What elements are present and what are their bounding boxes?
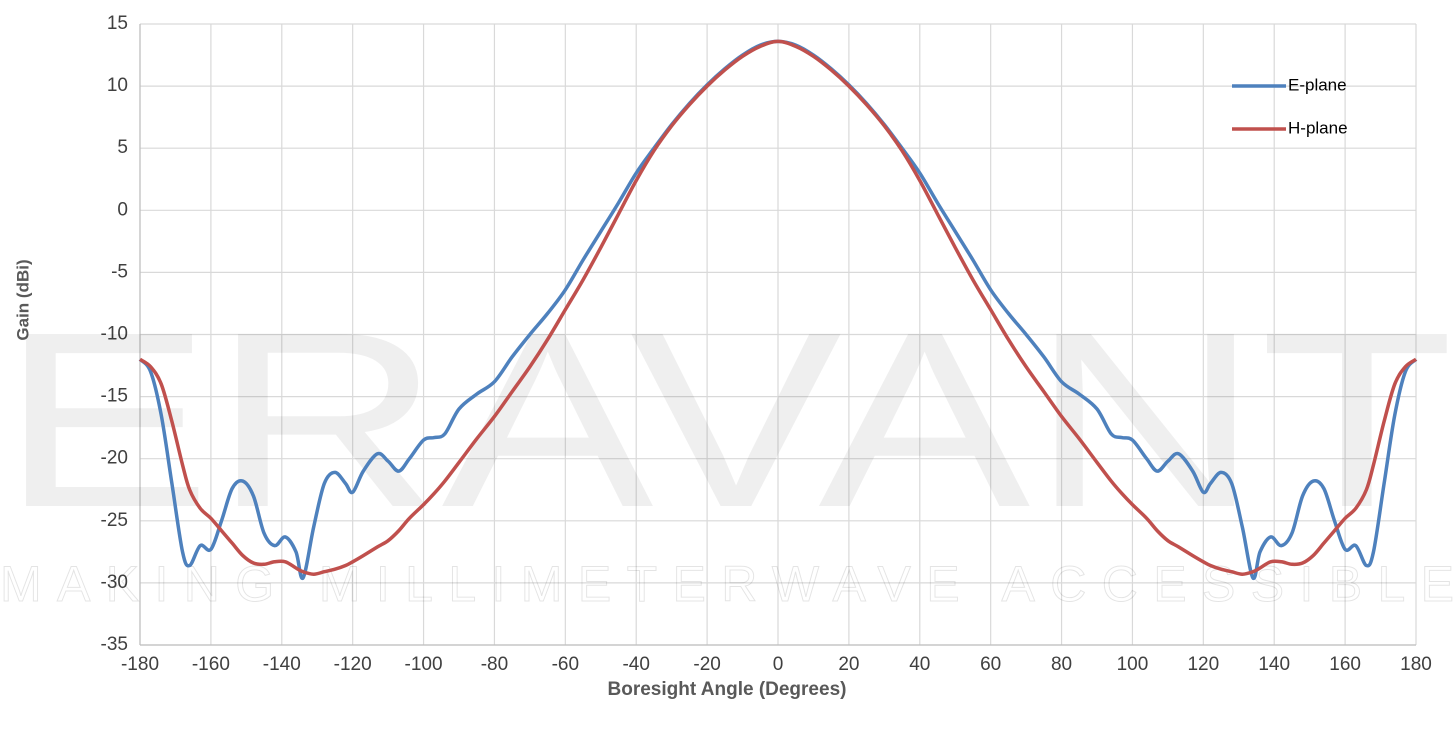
- x-tick-label: -20: [693, 654, 720, 675]
- y-tick-label: -35: [101, 634, 128, 655]
- y-tick-label: 0: [117, 199, 128, 220]
- x-tick-label: -140: [263, 654, 301, 675]
- x-tick-label: 180: [1400, 654, 1432, 675]
- y-tick-label: -25: [101, 510, 128, 531]
- y-tick-label: -10: [101, 324, 128, 345]
- x-tick-label: 160: [1329, 654, 1361, 675]
- x-tick-label: -120: [334, 654, 372, 675]
- y-tick-label: -20: [101, 448, 128, 469]
- x-tick-label: -60: [552, 654, 579, 675]
- y-tick-label: 15: [107, 13, 128, 34]
- y-tick-label: 10: [107, 75, 128, 96]
- x-tick-label: -40: [622, 654, 649, 675]
- y-tick-label: -30: [101, 572, 128, 593]
- x-tick-label: 120: [1187, 654, 1219, 675]
- series-line: [138, 39, 1418, 576]
- x-tick-label: -100: [405, 654, 443, 675]
- y-axis-label: Gain (dBi): [13, 259, 32, 340]
- watermark: ERAVANT: [0, 280, 1454, 559]
- x-tick-label: 20: [838, 654, 859, 675]
- y-tick-label: -5: [111, 261, 128, 282]
- x-tick-label: -180: [121, 654, 159, 675]
- x-tick-label: 100: [1117, 654, 1149, 675]
- legend-label: E-plane: [1288, 75, 1347, 94]
- x-tick-label: 140: [1258, 654, 1290, 675]
- x-tick-label: 0: [773, 654, 784, 675]
- y-tick-label: 5: [117, 137, 128, 158]
- x-axis-label: Boresight Angle (Degrees): [608, 679, 847, 700]
- y-tick-label: -15: [101, 386, 128, 407]
- x-tick-label: 80: [1051, 654, 1072, 675]
- x-tick-label: -160: [192, 654, 230, 675]
- legend-label: H-plane: [1288, 118, 1348, 137]
- watermark-tagline: MAKING MILLIMETERWAVE ACCESSIBLE: [0, 556, 1454, 612]
- x-tick-label: -80: [481, 654, 508, 675]
- x-tick-label: 60: [980, 654, 1001, 675]
- x-tick-label: 40: [909, 654, 930, 675]
